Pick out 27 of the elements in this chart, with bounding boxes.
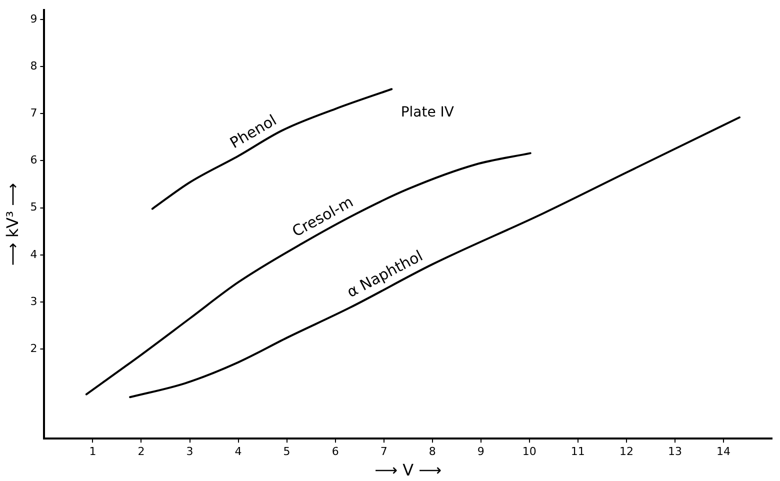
x-tick-label: 6	[332, 445, 339, 458]
x-tick-label: 13	[668, 445, 682, 458]
x-tick-label: 3	[186, 445, 194, 458]
y-tick-label: 3	[30, 294, 38, 308]
x-tick-label: 11	[570, 445, 585, 458]
line-series	[129, 116, 740, 398]
x-tick-label: 10	[522, 445, 536, 458]
y-tick-label: 8	[30, 59, 38, 72]
y-tick-label: 4	[30, 248, 38, 261]
x-tick-label: 5	[283, 445, 290, 458]
y-tick-label: 9	[30, 12, 38, 26]
x-tick-label: 7	[380, 445, 388, 458]
x-tick-label: 9	[477, 445, 484, 458]
y-axis-title: ⟶ kV³ ⟶	[2, 182, 22, 266]
line-series	[85, 152, 532, 396]
x-axis-title: ⟶ V ⟶	[374, 460, 442, 480]
y-tick-label: 7	[30, 106, 38, 120]
annotation: Plate IV	[400, 104, 454, 121]
x-tick-label: 12	[619, 445, 634, 458]
y-tick-label: 2	[30, 342, 38, 355]
x-tick-label: 14	[716, 445, 730, 458]
y-tick-label: 5	[30, 200, 38, 214]
x-tick-label: 4	[234, 445, 242, 458]
x-tick-label: 2	[138, 445, 145, 458]
x-tick-label: 8	[428, 445, 436, 458]
y-tick-label: 6	[30, 154, 38, 167]
x-tick-label: 1	[89, 445, 96, 458]
